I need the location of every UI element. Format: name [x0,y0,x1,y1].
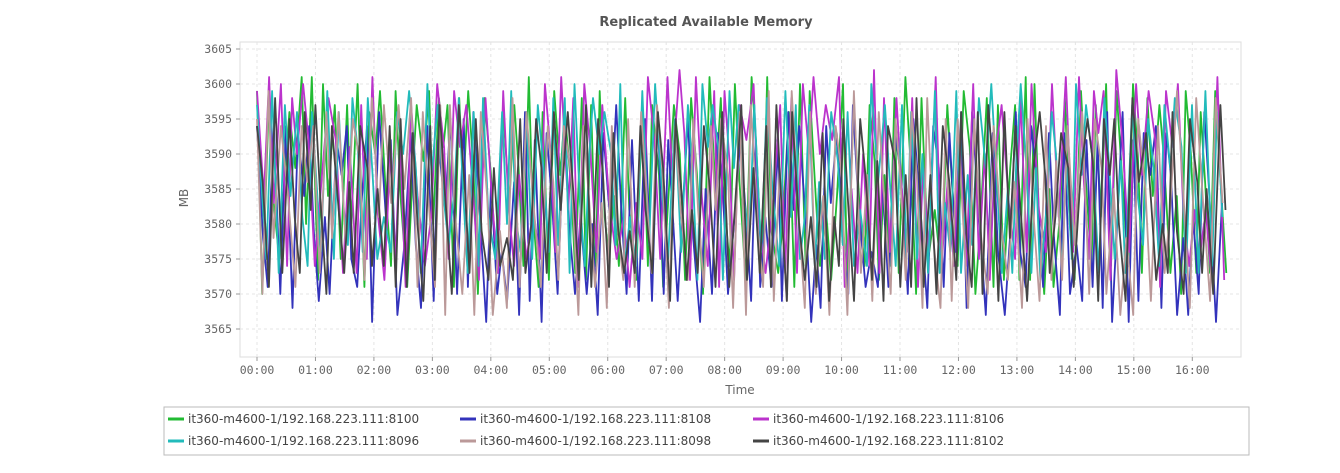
y-tick-label: 3570 [204,287,232,301]
legend [163,406,1250,456]
x-tick-label: 13:00 [1000,363,1035,377]
y-tick-label: 3565 [204,322,232,336]
x-tick-label: 01:00 [298,363,333,377]
legend-label: it360-m4600-1/192.168.223.111:8096 [188,434,419,448]
y-tick-label: 3600 [204,77,232,91]
legend-label: it360-m4600-1/192.168.223.111:8098 [480,434,711,448]
legend-items: it360-m4600-1/192.168.223.111:8100 it360-… [168,412,1004,448]
x-tick-label: 05:00 [532,363,567,377]
x-tick-label: 04:00 [474,363,509,377]
y-tick-label: 3590 [204,147,232,161]
x-tick-label: 15:00 [1117,363,1152,377]
legend-label: it360-m4600-1/192.168.223.111:8100 [188,412,419,426]
y-tick-label: 3595 [204,112,232,126]
y-tick-label: 3585 [204,182,232,196]
x-tick-label: 10:00 [824,363,859,377]
y-axis-label: MB [177,189,191,208]
x-tick-label: 16:00 [1175,363,1210,377]
series-line-5 [256,90,1224,316]
x-tick-label: 02:00 [357,363,392,377]
chart-title: Replicated Available Memory [599,15,813,30]
x-tick-label: 12:00 [941,363,976,377]
y-tick-label: 3580 [204,217,232,231]
y-axis-ticks: 3565 3570 3575 3580 3585 3590 3595 3600 3605 [204,42,240,336]
x-tick-label: 08:00 [707,363,742,377]
x-tick-label: 00:00 [240,363,275,377]
legend-label: it360-m4600-1/192.168.223.111:8108 [480,412,711,426]
y-tick-label: 3605 [204,42,232,56]
x-tick-label: 06:00 [590,363,625,377]
x-axis-ticks: 00:00 01:00 02:00 03:00 04:00 05:00 06:00 07:00… [240,357,1210,377]
legend-label: it360-m4600-1/192.168.223.111:8102 [773,434,1004,448]
x-tick-label: 11:00 [883,363,918,377]
x-axis-label: Time [724,383,754,397]
legend-label: it360-m4600-1/192.168.223.111:8106 [773,412,1004,426]
x-tick-label: 03:00 [415,363,450,377]
series-lines [256,69,1228,323]
x-tick-label: 14:00 [1058,363,1093,377]
x-tick-label: 09:00 [766,363,801,377]
y-tick-label: 3575 [204,252,232,266]
series-line-6 [256,97,1227,302]
x-tick-label: 07:00 [649,363,684,377]
